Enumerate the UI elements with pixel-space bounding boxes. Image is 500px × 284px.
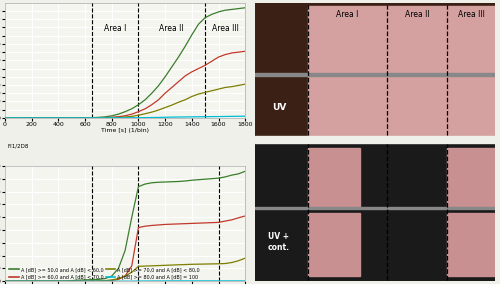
Text: Area II: Area II <box>160 24 184 33</box>
Bar <box>255 207 495 209</box>
Bar <box>255 143 495 281</box>
Bar <box>308 213 360 275</box>
Text: UV +
cont.: UV + cont. <box>268 233 290 252</box>
Text: UV: UV <box>272 103 286 112</box>
Bar <box>308 77 495 136</box>
Bar <box>447 213 495 275</box>
Text: Area II: Area II <box>404 10 429 19</box>
Bar <box>308 148 360 207</box>
Bar <box>255 135 495 143</box>
Legend: A [dB] >= 50,0 and A [dB] < 60,0, A [dB] >= 60,0 and A [dB] < 70,0, A [dB] >= 70: A [dB] >= 50,0 and A [dB] < 60,0, A [dB]… <box>8 265 202 281</box>
Text: Area III: Area III <box>458 10 484 19</box>
Text: FI1/2D8: FI1/2D8 <box>8 143 29 148</box>
Bar <box>255 73 495 76</box>
Text: Area III: Area III <box>212 24 238 33</box>
Bar <box>308 6 495 74</box>
X-axis label: Time [s] (1/bin): Time [s] (1/bin) <box>101 128 149 133</box>
Text: Area I: Area I <box>104 24 126 33</box>
Text: Area I: Area I <box>336 10 358 19</box>
Bar <box>255 3 495 136</box>
Bar <box>447 148 495 207</box>
